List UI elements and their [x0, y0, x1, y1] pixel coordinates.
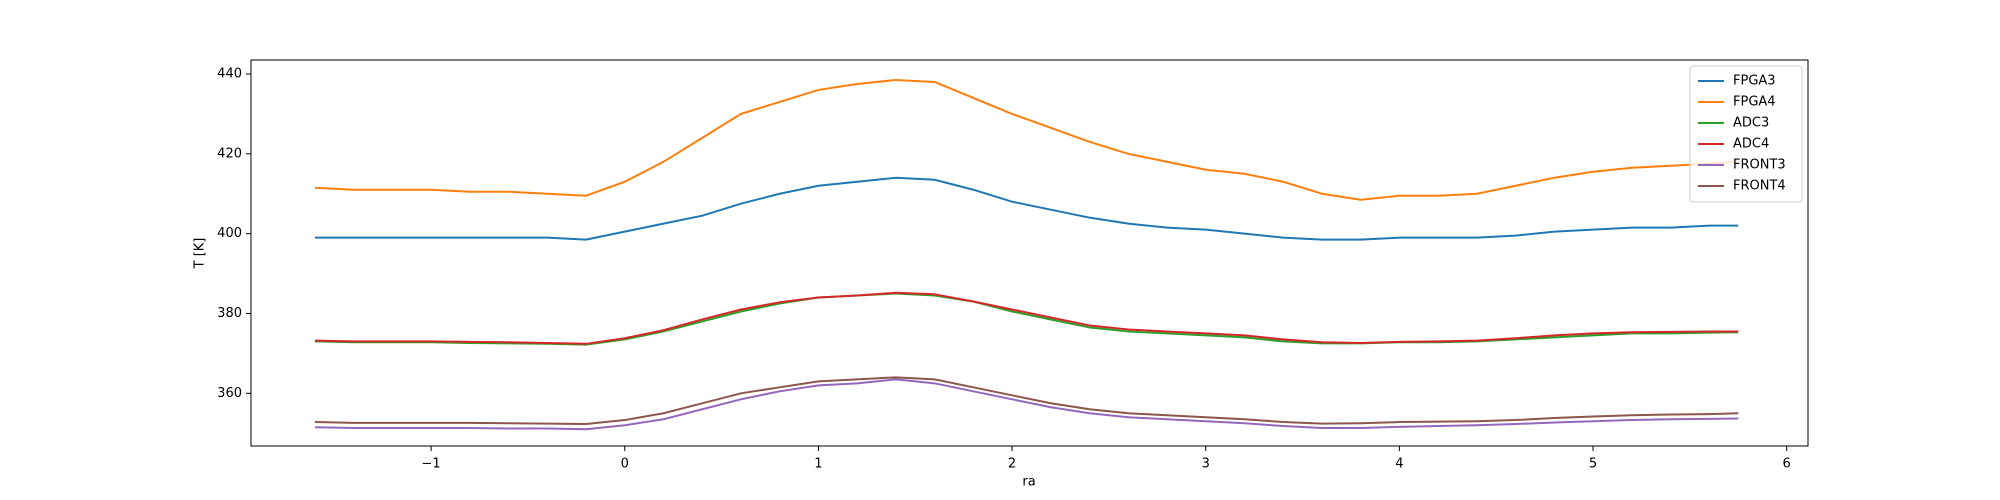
legend-label: FRONT4 — [1733, 179, 1786, 194]
y-tick-label: 420 — [217, 146, 242, 161]
series-line — [314, 291, 1739, 345]
legend-label: FPGA3 — [1733, 74, 1776, 89]
x-tick-label: 3 — [1202, 457, 1210, 472]
legend-label: ADC4 — [1733, 137, 1769, 152]
x-tick-label: 6 — [1783, 457, 1791, 472]
x-tick-label: 2 — [1008, 457, 1016, 472]
x-tick-label: 1 — [814, 457, 822, 472]
y-axis-label: T [K] — [193, 238, 208, 270]
x-tick-label: −1 — [422, 457, 441, 472]
legend-label: FPGA4 — [1733, 95, 1776, 110]
legend-label: ADC3 — [1733, 116, 1769, 131]
y-tick-label: 400 — [217, 226, 242, 241]
series-line — [314, 176, 1739, 241]
x-axis-label: ra — [1022, 475, 1035, 490]
series-line — [314, 376, 1739, 426]
legend-label: FRONT3 — [1733, 158, 1786, 173]
x-tick-label: 4 — [1395, 457, 1403, 472]
plot-frame — [250, 59, 1809, 447]
series-line — [314, 378, 1739, 431]
series-line — [314, 78, 1739, 201]
x-tick-label: 0 — [621, 457, 629, 472]
y-tick-label: 440 — [217, 66, 242, 81]
y-tick-label: 360 — [217, 386, 242, 401]
y-tick-label: 380 — [217, 306, 242, 321]
x-tick-label: 5 — [1589, 457, 1597, 472]
legend-box — [1689, 65, 1803, 203]
